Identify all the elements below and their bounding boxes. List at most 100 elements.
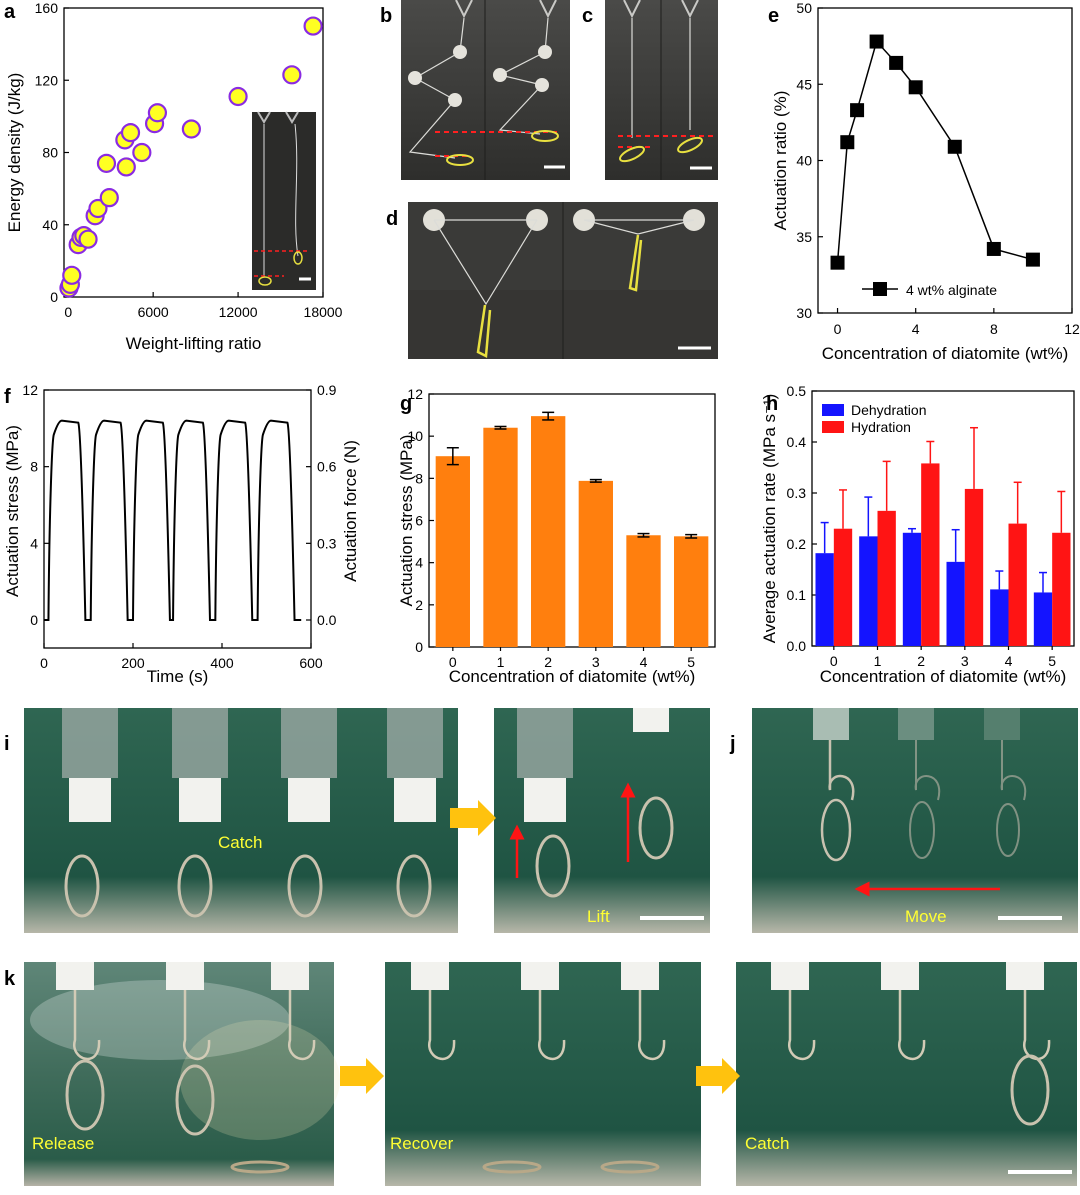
y-tick-label: 8 <box>30 459 38 475</box>
inset-photo-a <box>252 111 316 290</box>
data-point <box>282 65 302 85</box>
y-tick-label: 160 <box>35 0 59 16</box>
y2-axis-label: Actuation force (N) <box>341 440 360 582</box>
plot-frame <box>428 393 716 648</box>
x-tick-label: 200 <box>121 655 145 671</box>
y-tick-label: 12 <box>407 386 423 402</box>
y2-tick-label: 0.6 <box>317 459 337 475</box>
bar <box>626 535 661 647</box>
x-tick-label: 0 <box>449 654 457 670</box>
data-point <box>62 265 82 285</box>
bar <box>1052 532 1071 646</box>
y-tick-label: 4 <box>30 535 38 551</box>
label-lift: Lift <box>587 907 610 926</box>
y-tick-label: 0.5 <box>787 383 807 399</box>
y2-tick-label: 0.9 <box>317 382 337 398</box>
legend-swatch <box>822 421 844 433</box>
metal-ring <box>1010 1054 1050 1126</box>
series-line <box>44 419 302 621</box>
y-tick-label: 12 <box>22 382 38 398</box>
x-tick-label: 0 <box>830 653 838 669</box>
data-point <box>88 198 108 219</box>
y-tick-label: 10 <box>407 428 423 444</box>
data-point <box>147 103 168 123</box>
metal-ring <box>177 854 213 918</box>
y-tick-label: 0 <box>50 289 58 305</box>
x-tick-label: 12 <box>1064 321 1080 337</box>
x-tick-label: 0 <box>64 304 72 320</box>
y-axis-label: Energy density (J/kg) <box>5 73 24 233</box>
bar <box>815 553 834 646</box>
legend-label: 4 wt% alginate <box>906 282 997 298</box>
syringe-tip <box>1006 962 1044 990</box>
metal-ring <box>396 854 432 918</box>
panel-label-c: c <box>582 5 593 27</box>
label-release: Release <box>32 1134 94 1153</box>
data-point <box>181 119 201 139</box>
photo-c <box>605 0 718 180</box>
y-tick-label: 6 <box>415 513 423 529</box>
legend-label: Dehydration <box>851 402 927 418</box>
hook-wire <box>538 990 566 1060</box>
x-tick-label: 8 <box>990 321 998 337</box>
legend-marker <box>873 282 887 296</box>
x-tick-label: 1 <box>497 654 505 670</box>
panel-label-h: h <box>766 393 778 415</box>
panel-label-d: d <box>386 208 398 230</box>
y-axis-label: Average actuation rate (MPa s⁻¹) <box>760 394 779 644</box>
hook-wire <box>428 990 456 1060</box>
metal-ring-flat <box>230 1160 290 1174</box>
syringe-barrel <box>517 708 573 778</box>
hook-wire <box>898 990 926 1060</box>
panel-label-f: f <box>4 386 11 408</box>
x-tick-label: 3 <box>592 654 600 670</box>
x-tick-label: 600 <box>299 655 323 671</box>
syringe-barrel <box>281 708 337 778</box>
y-tick-label: 120 <box>35 72 59 88</box>
x-axis-label: Concentration of diatomite (wt%) <box>820 667 1067 686</box>
bar <box>877 510 896 646</box>
x-axis-label: Time (s) <box>147 667 209 686</box>
bar <box>531 416 566 647</box>
metal-ring <box>175 1064 215 1136</box>
syringe-tip <box>521 962 559 990</box>
legend-label: Hydration <box>851 419 911 435</box>
x-tick-label: 3 <box>961 653 969 669</box>
data-point <box>96 153 117 173</box>
metal-ring-flat <box>482 1160 542 1174</box>
plot-frame <box>817 7 1073 314</box>
x-axis-label: Concentration of diatomite (wt%) <box>449 667 696 686</box>
photo-i: Catch Lift <box>24 708 710 933</box>
data-point <box>99 188 119 208</box>
y-tick-label: 45 <box>796 76 812 92</box>
x-tick-label: 4 <box>912 321 920 337</box>
x-tick-label: 0 <box>40 655 48 671</box>
x-tick-label: 4 <box>1005 653 1013 669</box>
panel-label-e: e <box>768 5 779 27</box>
data-point <box>840 135 855 150</box>
arrow-right-icon <box>450 800 496 836</box>
syringe-barrel <box>387 708 443 778</box>
bar <box>578 480 613 647</box>
data-point <box>850 103 865 118</box>
syringe-tip <box>271 962 309 990</box>
syringe-tip <box>633 708 669 732</box>
data-point <box>132 142 152 163</box>
arrow-right-icon <box>340 1058 384 1094</box>
panel-label-i: i <box>4 733 10 755</box>
panel-label-j: j <box>729 733 736 755</box>
bar <box>1033 592 1053 646</box>
x-tick-label: 5 <box>687 654 695 670</box>
y-tick-label: 0 <box>415 639 423 655</box>
bar <box>946 561 965 646</box>
bar <box>833 528 853 646</box>
label-recover: Recover <box>390 1134 454 1153</box>
syringe-tip <box>771 962 809 990</box>
plot-frame <box>43 389 312 649</box>
bar <box>483 427 518 647</box>
x-axis-label: Weight-lifting ratio <box>126 334 262 353</box>
syringe-tip <box>69 778 111 822</box>
data-point <box>1025 252 1040 267</box>
y-tick-label: 0.3 <box>787 485 807 501</box>
data-point <box>947 139 962 154</box>
